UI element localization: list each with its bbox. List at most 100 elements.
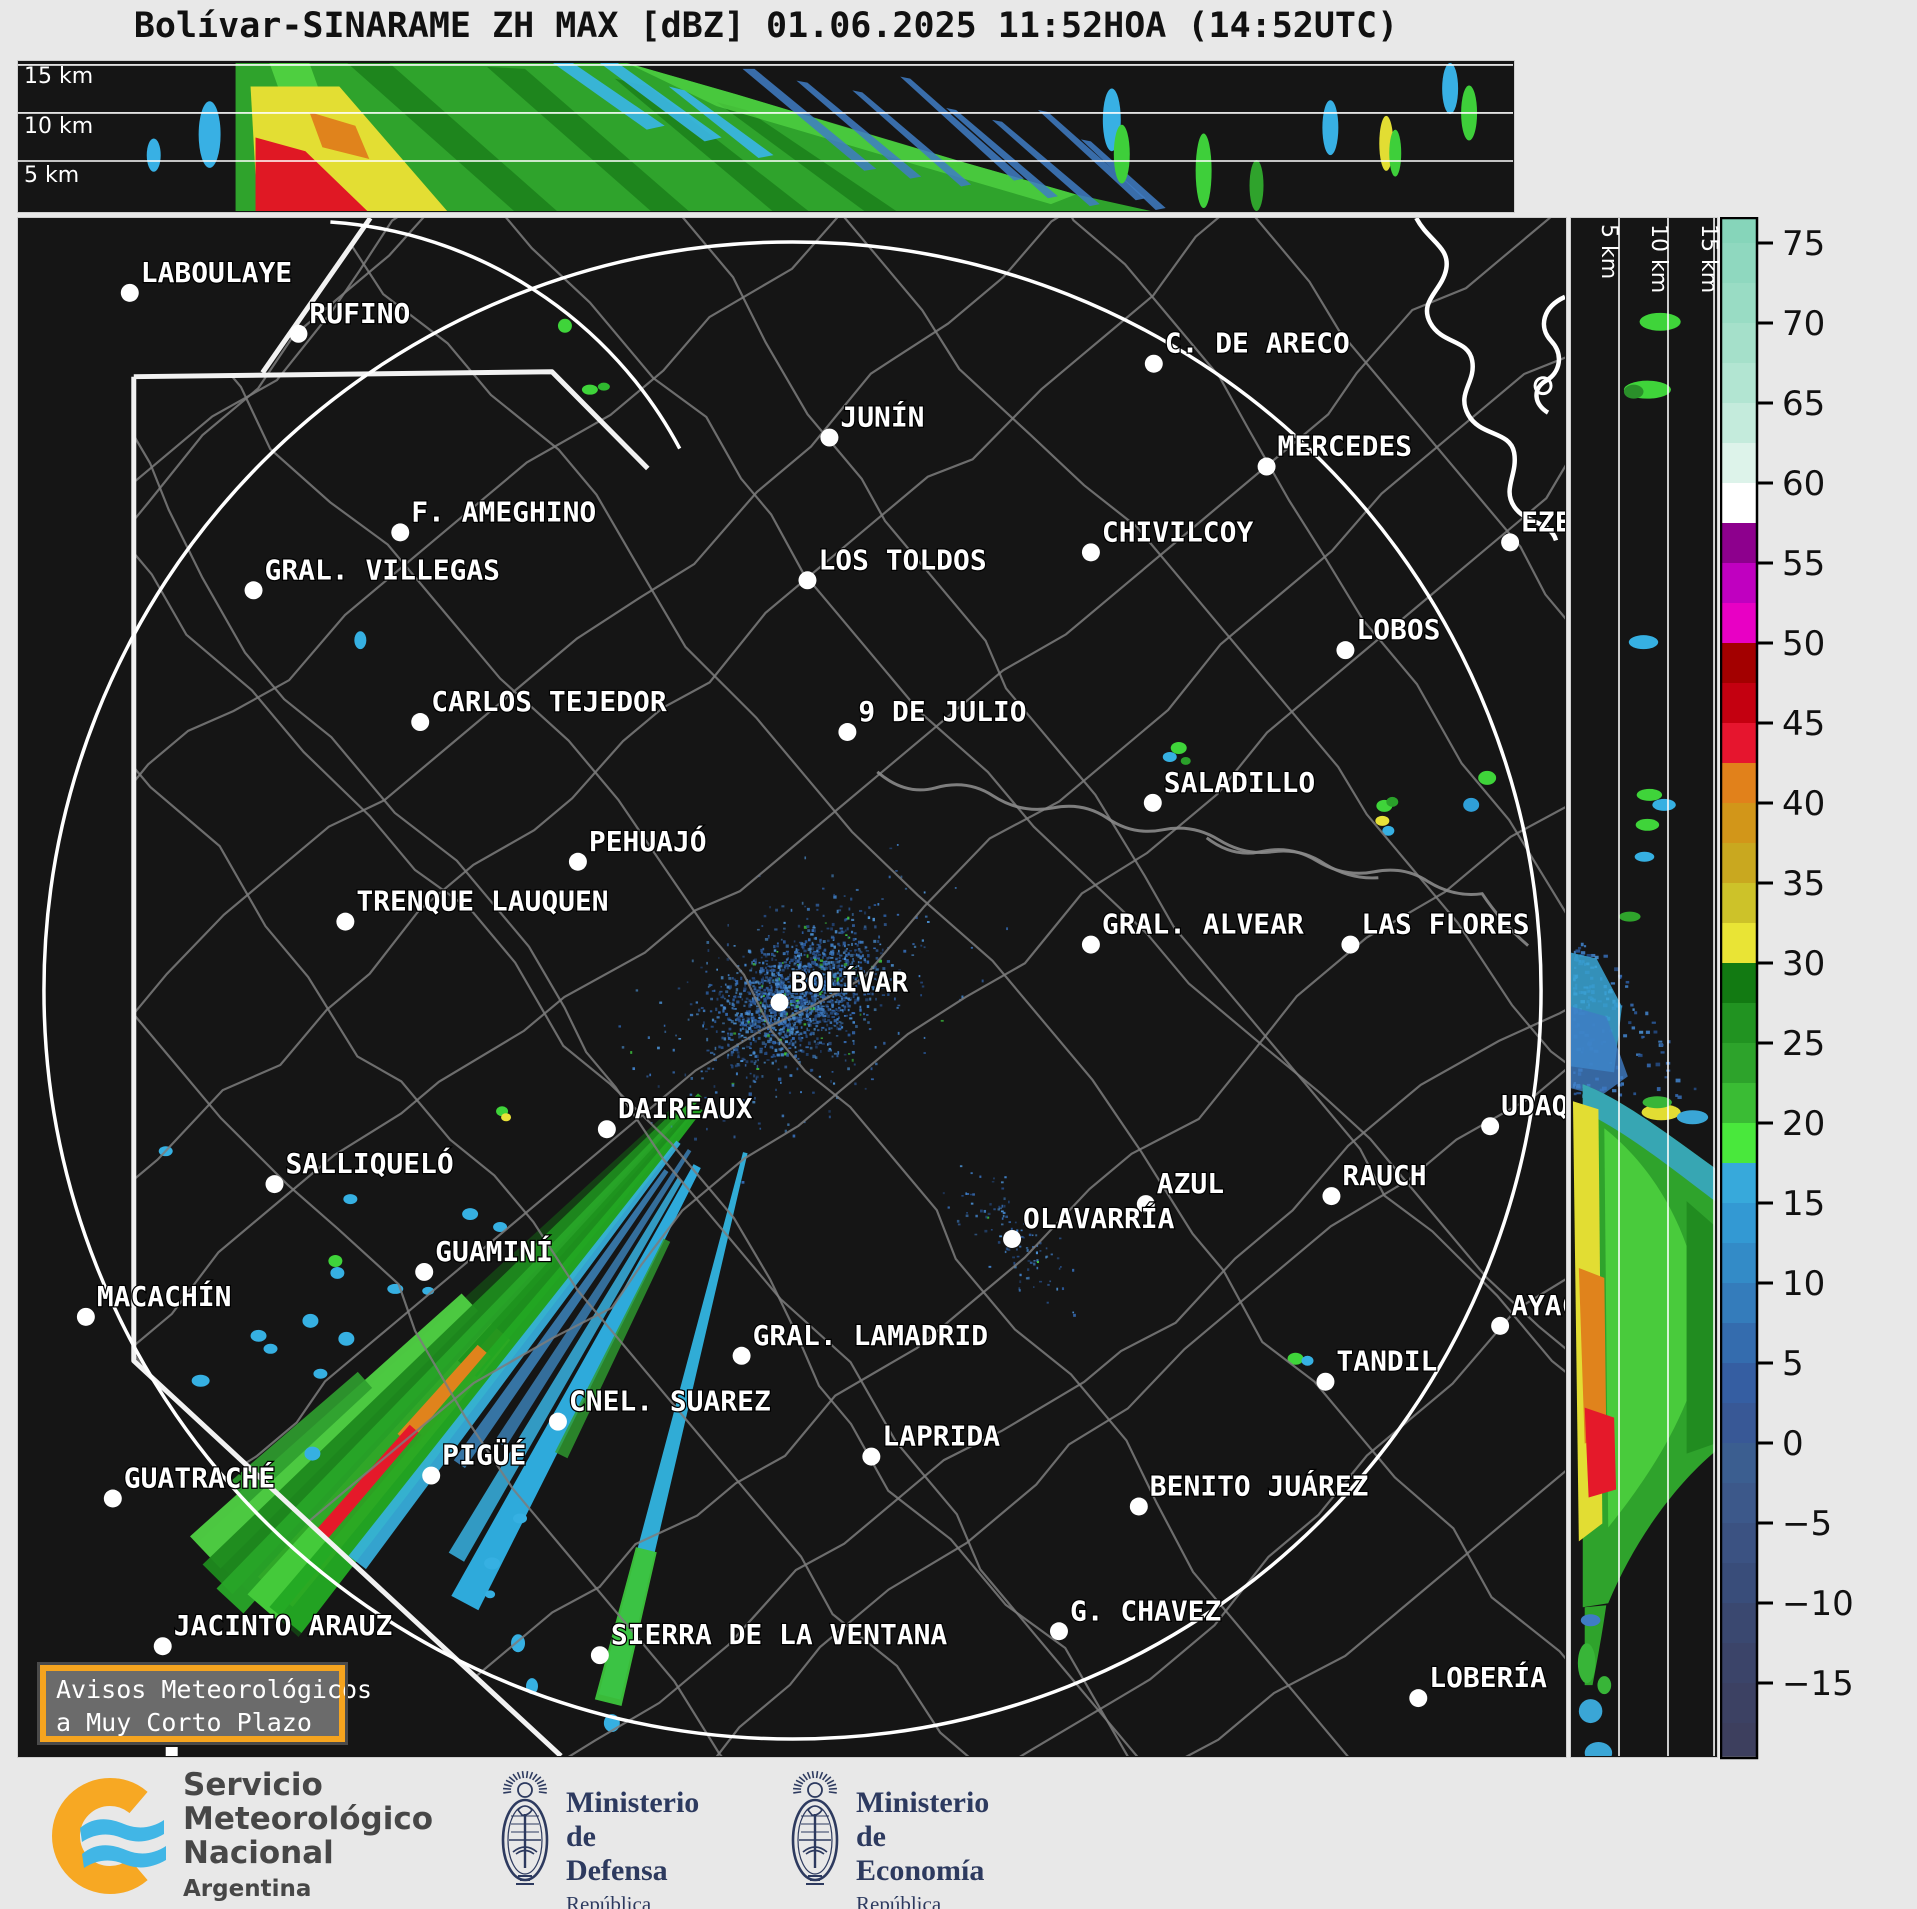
right-echo-cell xyxy=(1642,1096,1672,1109)
city-label: CARLOS TEJEDOR xyxy=(431,685,667,718)
page-title: Bolívar-SINARAME ZH MAX [dBZ] 01.06.2025… xyxy=(133,6,1399,46)
top-echo-cell xyxy=(1442,62,1459,114)
echo-beam xyxy=(348,1140,681,1570)
river-boundary xyxy=(1205,836,1530,947)
colorbar-tick-label: 40 xyxy=(1782,784,1825,824)
colorbar-segment xyxy=(1721,1203,1757,1243)
city-label: RAUCH xyxy=(1342,1159,1426,1192)
city-markers: LABOULAYE RUFINO C. DE ARECO JUNÍN MERCEDES E… xyxy=(76,255,1565,1708)
city-label: LOBERÍA xyxy=(1429,1660,1547,1694)
city-dot xyxy=(1409,1689,1428,1708)
city-label: F. AMEGHINO xyxy=(411,495,596,528)
echo-beam xyxy=(451,1164,701,1611)
echo-beam xyxy=(453,1169,669,1469)
colorbar-segment xyxy=(1721,403,1757,443)
colorbar-segment xyxy=(1721,1403,1757,1443)
city-dot xyxy=(1129,1497,1148,1516)
echo-cell xyxy=(304,1446,321,1461)
right-echo-shape xyxy=(1582,1084,1716,1202)
right-echo-cell xyxy=(1635,818,1660,831)
echo-cell xyxy=(1463,797,1480,812)
city-label: MERCEDES xyxy=(1278,430,1413,463)
city-lobos: LOBOS xyxy=(1336,612,1442,660)
neighbor-radar-range-arc xyxy=(330,220,682,450)
echo-cell xyxy=(1382,825,1395,836)
smn-wave-1 xyxy=(80,1819,164,1842)
city-label: BENITO JUÁREZ xyxy=(1150,1469,1369,1503)
colorbar-tick-label: −10 xyxy=(1782,1584,1854,1624)
top-echo-shape xyxy=(614,78,809,211)
province-border-line xyxy=(133,369,650,471)
echo-cell xyxy=(581,384,598,395)
top-axis-label-5km: 5 km xyxy=(24,163,80,188)
city-benito-ju-rez: BENITO JUÁREZ xyxy=(1129,1467,1370,1516)
city-label: RUFINO xyxy=(309,297,410,330)
colorbar-tick-label: 55 xyxy=(1782,544,1825,584)
echo-beam xyxy=(190,1293,479,1569)
echo-cell xyxy=(501,1113,512,1122)
top-echo-shape xyxy=(946,108,1058,199)
colorbar-segment xyxy=(1721,683,1757,723)
smn-country: Argentina xyxy=(183,1876,312,1902)
colorbar-segment xyxy=(1721,1683,1757,1723)
colorbar-tick-label: 10 xyxy=(1782,1264,1825,1304)
right-axis-label-5km: 5 km xyxy=(1596,224,1621,280)
echo-cell xyxy=(330,1266,345,1279)
top-echo-shape xyxy=(347,62,557,211)
colorbar-segment xyxy=(1721,283,1757,323)
city-dot xyxy=(1136,1195,1155,1214)
colorbar-segment xyxy=(1721,323,1757,363)
echo-cell xyxy=(1287,1352,1304,1365)
city-bol-var: BOLÍVAR xyxy=(770,963,910,1012)
colorbar-segment xyxy=(1721,363,1757,403)
smn-line3: Nacional xyxy=(183,1835,334,1871)
echo-cell xyxy=(354,631,367,650)
city-cnel-suarez: CNEL. SUAREZ xyxy=(548,1383,772,1431)
echo-cell xyxy=(1170,741,1187,754)
right-echo-cell xyxy=(1628,635,1659,650)
city-dot xyxy=(422,1466,441,1485)
city-label: AYACUCHO xyxy=(1511,1289,1565,1322)
city-sierra-de-la-ventana: SIERRA DE LA VENTANA xyxy=(590,1617,949,1665)
city-trenque-lauquen: TRENQUE LAUQUEN xyxy=(336,883,610,931)
echo-beam xyxy=(247,1524,338,1620)
city-rauch: RAUCH xyxy=(1322,1158,1428,1206)
city-rufino: RUFINO xyxy=(289,296,412,343)
smn-wave-2 xyxy=(82,1845,166,1868)
colorbar-segment xyxy=(1721,1363,1757,1403)
city-dot xyxy=(838,723,857,741)
city-dot xyxy=(1316,1372,1335,1391)
city-g-chavez: G. CHAVEZ xyxy=(1049,1593,1223,1641)
city-label: PEHUAJÓ xyxy=(589,824,707,858)
colorbar-tick-label: 45 xyxy=(1782,704,1825,744)
colorbar-tick-label: 60 xyxy=(1782,464,1825,504)
city-label: GUATRACHÉ xyxy=(124,1461,275,1495)
top-echo-shape xyxy=(309,111,370,160)
colorbar-segment xyxy=(1721,1443,1757,1483)
city-dot xyxy=(1081,935,1100,954)
city-dot xyxy=(770,993,789,1012)
right-echo-cell xyxy=(1639,312,1681,331)
echo-cell xyxy=(1386,796,1399,807)
city-saladillo: SALADILLO xyxy=(1143,765,1316,812)
echo-cell xyxy=(343,1194,358,1205)
colorbar-segment xyxy=(1721,603,1757,643)
city-label: JACINTO ARAUZ xyxy=(174,1609,393,1642)
echo-beam xyxy=(229,1371,373,1504)
echo-cell xyxy=(191,1374,210,1387)
right-echo-cell xyxy=(1623,384,1644,399)
top-echo-shape xyxy=(742,68,877,171)
city-jacinto-arauz: JACINTO ARAUZ xyxy=(153,1608,394,1656)
city-dot xyxy=(391,523,410,542)
city-dot xyxy=(1143,793,1162,812)
city-las-flores: LAS FLORES xyxy=(1341,906,1531,954)
colorbar-segment xyxy=(1721,1083,1757,1123)
city-dot xyxy=(1336,641,1355,660)
colorbar-tick-label: 65 xyxy=(1782,384,1825,424)
echo-cell xyxy=(263,1343,278,1354)
warning-notice-box: Avisos Meteorológicos a Muy Corto Plazo xyxy=(37,1662,372,1745)
city-jun-n: JUNÍN xyxy=(820,398,926,447)
echo-beam xyxy=(202,1111,680,1595)
city-dot xyxy=(1481,1117,1500,1136)
city-label: SIERRA DE LA VENTANA xyxy=(611,1618,948,1651)
